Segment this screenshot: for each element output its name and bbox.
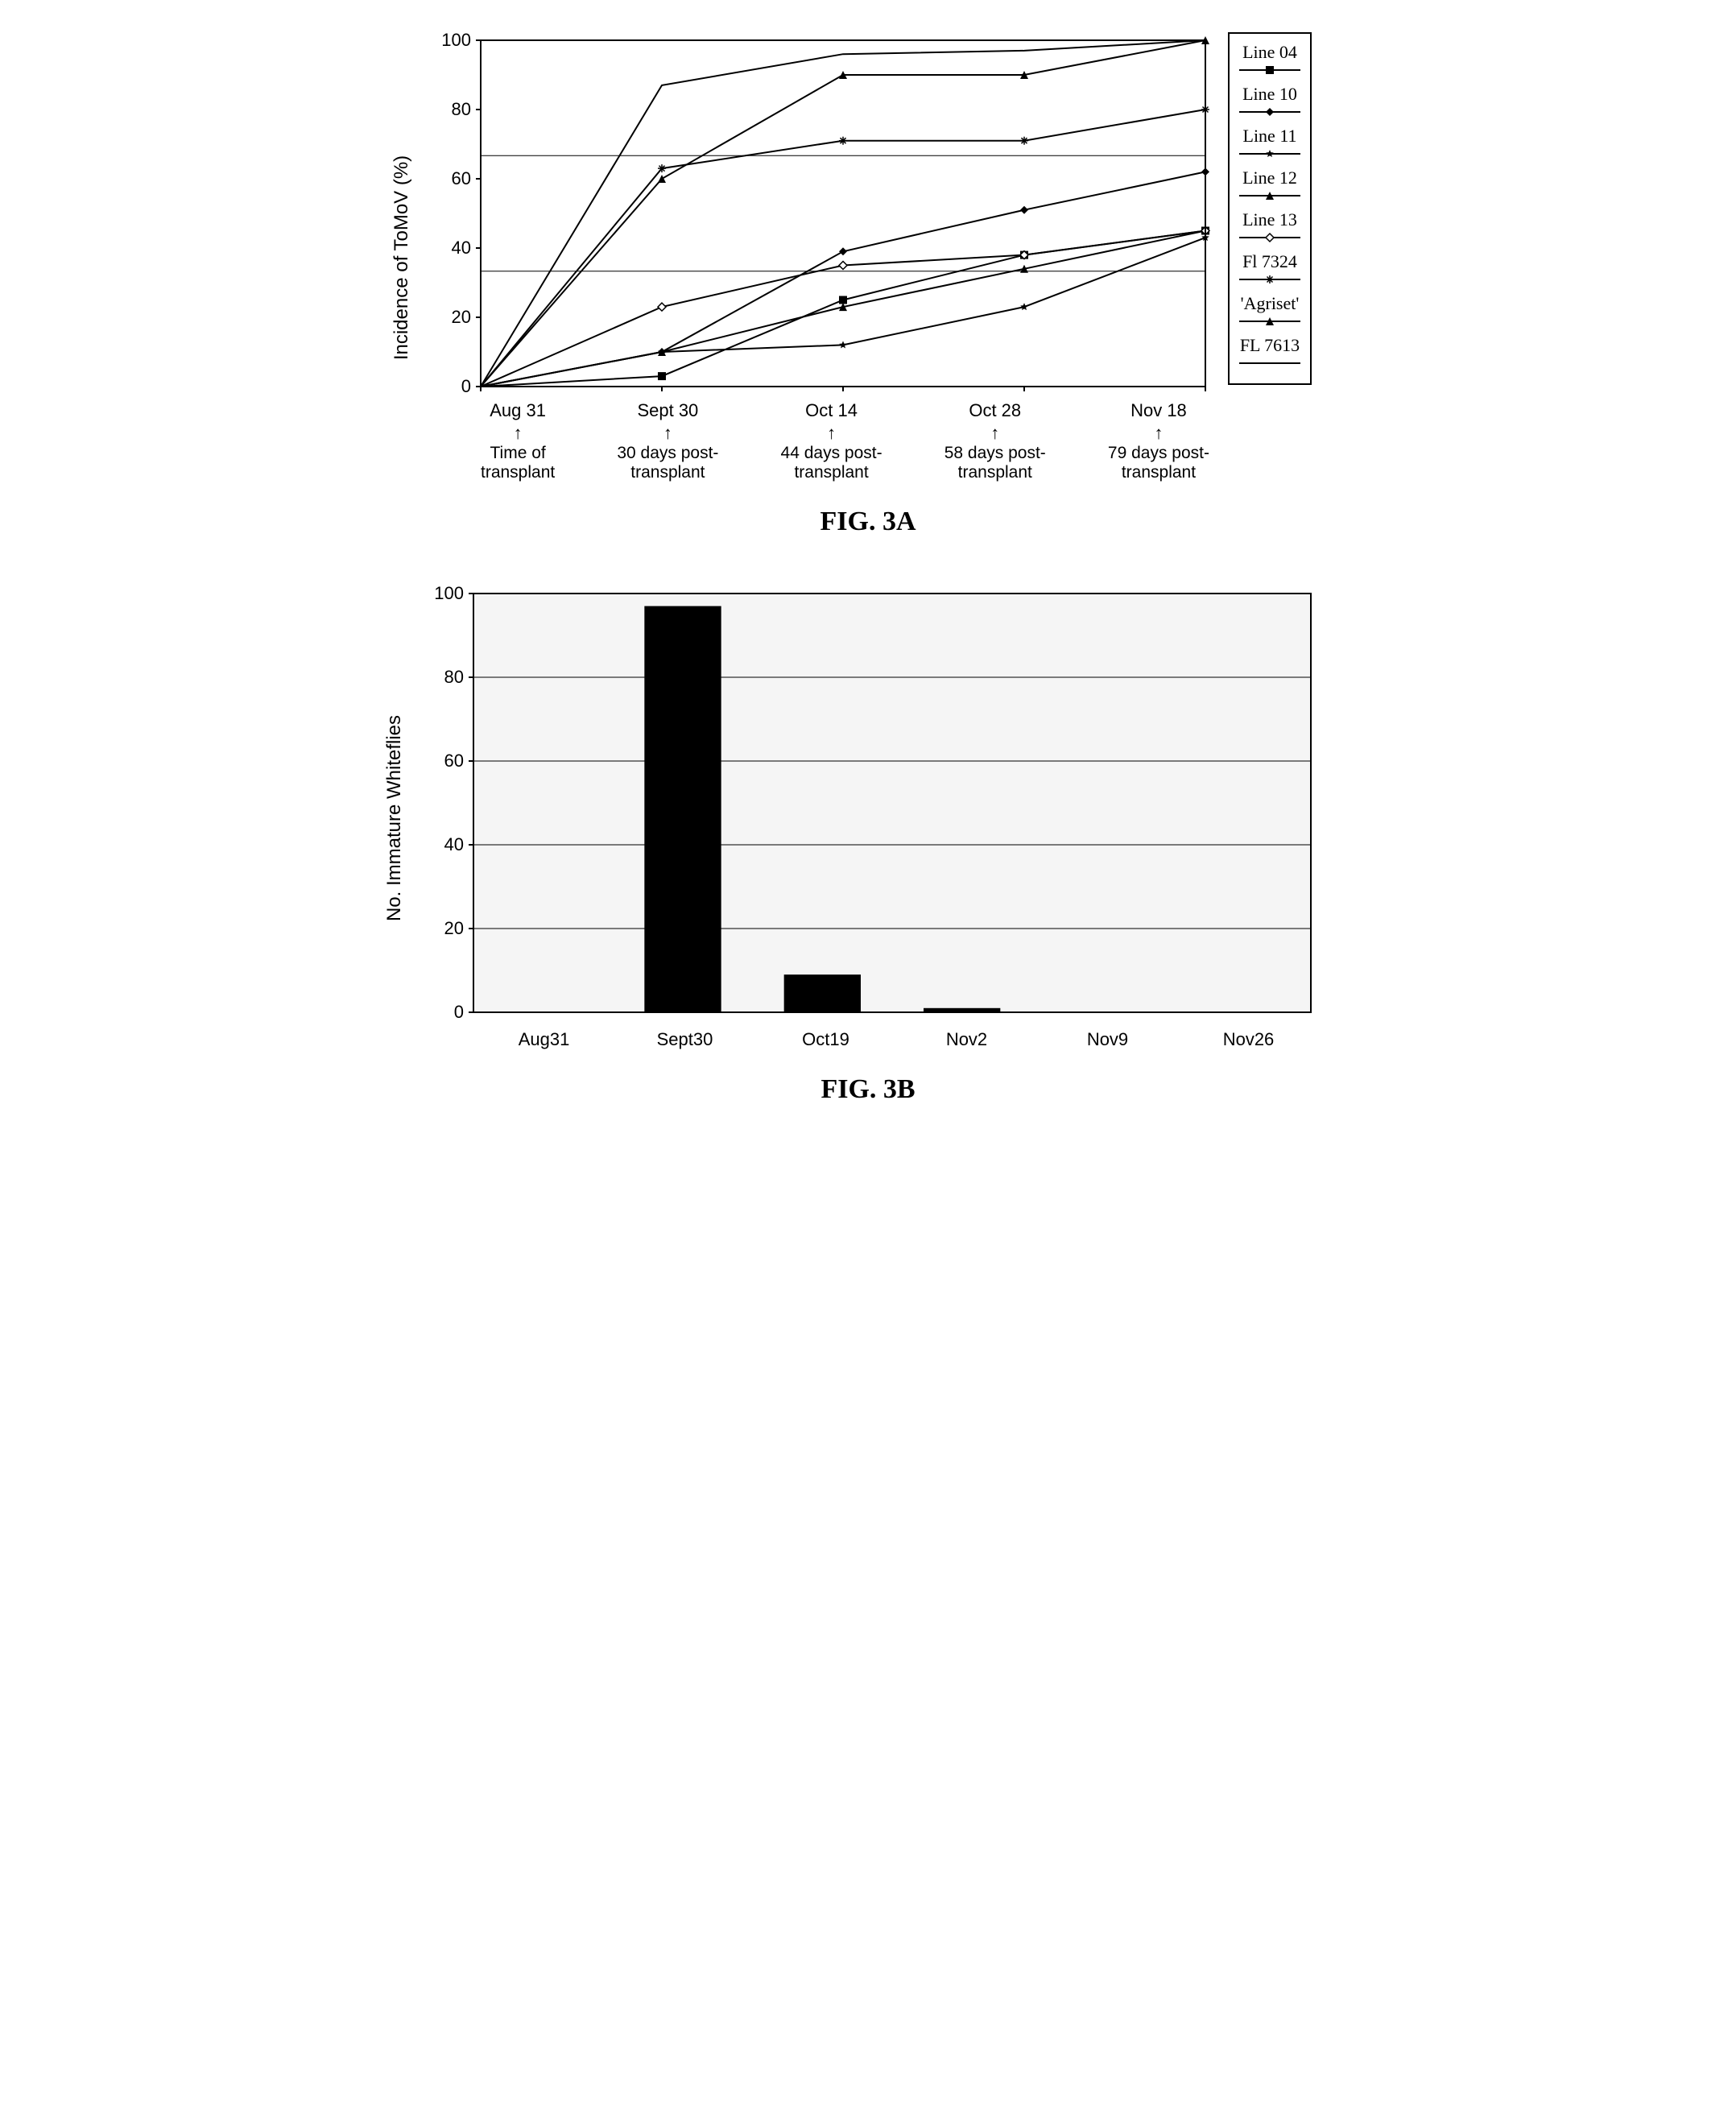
- legend-entry: Fl 7324: [1238, 251, 1302, 287]
- fig-b-svg: 0 20 40 60 80 100: [417, 585, 1319, 1020]
- fig-a-xtick: Oct 28 ↑ 58 days post-transplant: [944, 400, 1046, 482]
- legend-swatch: [1238, 356, 1302, 370]
- fig-a-caption: FIG. 3A: [820, 507, 916, 537]
- fig-b-y-title: No. Immature Whiteflies: [383, 715, 406, 921]
- legend-entry: Line 12: [1238, 168, 1302, 203]
- svg-text:60: 60: [444, 751, 464, 771]
- fig-a-xtick-date: Aug 31: [490, 400, 546, 421]
- fig-a-xtick-desc: 79 days post-transplant: [1108, 444, 1209, 482]
- svg-text:100: 100: [434, 585, 464, 603]
- legend-label: 'Agriset': [1241, 293, 1300, 314]
- fig-b-xtick: Oct19: [755, 1029, 896, 1050]
- fig-a-xtick-desc: 44 days post-transplant: [781, 444, 882, 482]
- legend-entry: Line 10: [1238, 84, 1302, 119]
- svg-text:80: 80: [452, 99, 471, 119]
- fig-a-xtick-desc: 58 days post-transplant: [944, 444, 1046, 482]
- legend-entry: Line 13: [1238, 209, 1302, 245]
- legend-swatch: [1238, 272, 1302, 287]
- legend-swatch: [1238, 105, 1302, 119]
- fig-a-y-title: Incidence of ToMoV (%): [391, 155, 413, 359]
- svg-text:0: 0: [454, 1002, 464, 1020]
- fig-a-legend: Line 04 Line 10 Line 11 Line 12 Line 13 Fl 73…: [1228, 32, 1312, 385]
- svg-text:20: 20: [444, 918, 464, 938]
- svg-text:40: 40: [444, 834, 464, 854]
- fig-a-xtick: Oct 14 ↑ 44 days post-transplant: [781, 400, 882, 482]
- legend-swatch: [1238, 314, 1302, 329]
- up-arrow-icon: ↑: [827, 424, 836, 442]
- svg-text:100: 100: [441, 32, 471, 50]
- fig-a-xtick-desc: 30 days post-transplant: [617, 444, 718, 482]
- figure-a: Incidence of ToMoV (%) 020406080100 Aug …: [424, 32, 1312, 585]
- fig-b-caption: FIG. 3B: [820, 1074, 915, 1105]
- fig-a-xtick-date: Oct 14: [805, 400, 858, 421]
- legend-swatch: [1238, 188, 1302, 203]
- legend-entry: Line 04: [1238, 42, 1302, 77]
- legend-label: Line 04: [1242, 42, 1297, 63]
- fig-a-xtick-date: Nov 18: [1130, 400, 1187, 421]
- svg-text:40: 40: [452, 238, 471, 258]
- legend-swatch: [1238, 63, 1302, 77]
- legend-label: FL 7613: [1240, 335, 1300, 356]
- fig-a-svg: 0 20 40 60 80 100: [424, 32, 1213, 395]
- fig-a-plot-wrapper: Incidence of ToMoV (%) 020406080100 Aug …: [424, 32, 1213, 482]
- fig-a-plot: 0 20 40 60 80 100: [424, 32, 1213, 399]
- fig-b-xtick: Nov2: [896, 1029, 1037, 1050]
- figure-b: No. Immature Whiteflies 020406080100 Aug…: [417, 585, 1319, 1153]
- fig-b-xtick: Nov9: [1037, 1029, 1178, 1050]
- svg-text:20: 20: [452, 307, 471, 327]
- fig-b-xlabels: Aug31Sept30Oct19Nov2Nov9Nov26: [417, 1029, 1319, 1050]
- legend-entry: FL 7613: [1238, 335, 1302, 370]
- up-arrow-icon: ↑: [663, 424, 672, 442]
- svg-text:60: 60: [452, 168, 471, 188]
- fig-a-xtick: Aug 31 ↑ Time oftransplant: [481, 400, 555, 482]
- legend-label: Line 12: [1242, 168, 1297, 188]
- fig-a-xtick-date: Oct 28: [969, 400, 1021, 421]
- legend-entry: Line 11: [1238, 126, 1302, 161]
- fig-a-xtick: Sept 30 ↑ 30 days post-transplant: [617, 400, 718, 482]
- up-arrow-icon: ↑: [514, 424, 523, 442]
- fig-b-xtick: Sept30: [614, 1029, 755, 1050]
- fig-b-xtick: Nov26: [1178, 1029, 1319, 1050]
- legend-swatch: [1238, 147, 1302, 161]
- fig-b-plot: 0 20 40 60 80 100: [417, 585, 1319, 1024]
- up-arrow-icon: ↑: [1154, 424, 1163, 442]
- fig-b-plot-wrapper: No. Immature Whiteflies 020406080100 Aug…: [417, 585, 1319, 1050]
- legend-label: Line 13: [1242, 209, 1297, 230]
- legend-swatch: [1238, 230, 1302, 245]
- fig-a-xtick-desc: Time oftransplant: [481, 444, 555, 482]
- svg-text:80: 80: [444, 667, 464, 687]
- legend-label: Line 10: [1242, 84, 1297, 105]
- fig-a-xtick-date: Sept 30: [637, 400, 698, 421]
- svg-text:0: 0: [461, 376, 471, 395]
- fig-a-xtick: Nov 18 ↑ 79 days post-transplant: [1108, 400, 1209, 482]
- legend-label: Fl 7324: [1242, 251, 1297, 272]
- fig-a-xlabels: Aug 31 ↑ Time oftransplant Sept 30 ↑ 30 days …: [424, 400, 1213, 482]
- legend-label: Line 11: [1243, 126, 1297, 147]
- legend-entry: 'Agriset': [1238, 293, 1302, 329]
- up-arrow-icon: ↑: [990, 424, 999, 442]
- fig-b-xtick: Aug31: [473, 1029, 614, 1050]
